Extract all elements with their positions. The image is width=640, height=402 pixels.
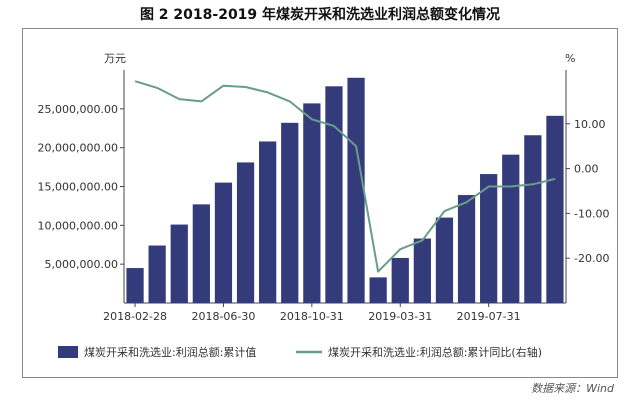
left-axis-tick-label: 10,000,000.00 (38, 219, 118, 232)
bar (413, 238, 431, 303)
x-axis-tick-label: 2019-07-31 (457, 310, 521, 323)
x-axis-tick-label: 2018-02-28 (103, 310, 167, 323)
bar (281, 122, 299, 304)
chart-frame (22, 28, 618, 378)
bar (369, 277, 387, 303)
x-axis-tick-label: 2018-10-31 (280, 310, 344, 323)
bar (192, 204, 210, 303)
left-axis-tick-label: 5,000,000.00 (45, 258, 118, 271)
legend-bar-swatch (58, 346, 78, 358)
bar (347, 77, 365, 304)
legend-line-label: 煤炭开采和洗选业:利润总额:累计同比(右轴) (328, 345, 542, 359)
bar (502, 154, 520, 303)
left-axis-tick-label: 20,000,000.00 (38, 142, 118, 155)
bar (126, 268, 144, 303)
x-axis-tick-label: 2019-03-31 (368, 310, 432, 323)
bar (546, 115, 564, 303)
bar (435, 217, 454, 303)
bar (524, 135, 542, 303)
bar (303, 103, 321, 303)
right-axis-tick-label: -20.00 (574, 252, 609, 265)
bar (325, 86, 343, 303)
bar (236, 162, 255, 303)
bar (457, 195, 476, 303)
left-axis-unit: 万元 (104, 52, 126, 65)
right-axis-unit: % (565, 52, 575, 65)
bar (391, 257, 409, 303)
bar (480, 174, 498, 303)
chart-title: 图 2 2018-2019 年煤炭开采和洗选业利润总额变化情况 (139, 7, 501, 23)
left-axis-tick-label: 25,000,000.00 (38, 103, 118, 116)
bar (148, 245, 166, 303)
left-axis-tick-label: 15,000,000.00 (38, 181, 118, 194)
bar (170, 224, 188, 303)
line-series (134, 80, 556, 273)
bar (259, 141, 277, 303)
right-axis-tick-label: -10.00 (574, 207, 609, 220)
legend-bar-label: 煤炭开采和洗选业:利润总额:累计值 (84, 345, 256, 359)
x-axis-tick-label: 2018-06-30 (191, 310, 255, 323)
data-source: 数据来源：Wind (531, 382, 614, 395)
right-axis-tick-label: 10.00 (574, 118, 606, 131)
right-axis-tick-label: 0.00 (574, 163, 599, 176)
bar (214, 182, 233, 303)
